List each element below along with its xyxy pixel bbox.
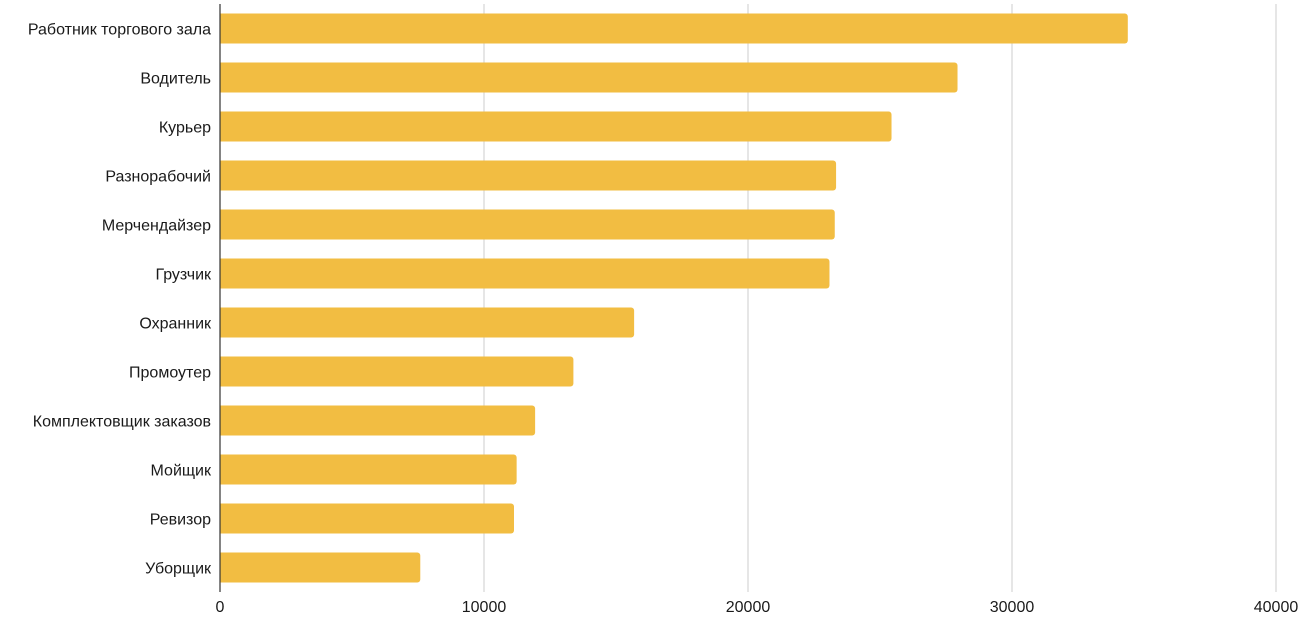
- x-tick-label: 10000: [462, 599, 507, 616]
- bar: [220, 13, 1128, 44]
- category-label: Грузчик: [155, 267, 212, 284]
- x-tick-labels: 0 10000 20000 30000 40000: [216, 599, 1299, 616]
- category-label: Уборщик: [145, 561, 212, 578]
- x-tick-label: 0: [216, 599, 225, 616]
- category-label: Разнорабочий: [105, 169, 211, 186]
- category-label: Комплектовщик заказов: [33, 414, 211, 431]
- bar: [220, 503, 514, 534]
- bar-base: [220, 503, 226, 534]
- bars: [220, 13, 1128, 583]
- bar: [220, 62, 958, 93]
- bar-base: [220, 258, 226, 289]
- x-tick-label: 40000: [1254, 599, 1299, 616]
- bar: [220, 307, 635, 338]
- x-tick-label: 30000: [990, 599, 1035, 616]
- bar: [220, 111, 892, 142]
- bar: [220, 209, 835, 240]
- bar: [220, 258, 830, 289]
- category-label: Мерчендайзер: [102, 218, 211, 235]
- bar-base: [220, 405, 226, 436]
- gridlines: [483, 4, 1277, 592]
- category-label: Промоутер: [129, 365, 211, 382]
- bar-base: [220, 454, 226, 485]
- category-label: Ревизор: [150, 512, 211, 529]
- category-label: Курьер: [159, 120, 211, 137]
- category-label: Охранник: [139, 316, 212, 333]
- category-label: Работник торгового зала: [28, 22, 211, 39]
- bar-base: [220, 307, 226, 338]
- bar: [220, 454, 517, 485]
- bar-base: [220, 552, 226, 583]
- category-label: Мойщик: [151, 463, 212, 480]
- x-tick-label: 20000: [726, 599, 771, 616]
- bar-base: [220, 62, 226, 93]
- bar-base: [220, 160, 226, 191]
- category-label: Водитель: [140, 71, 211, 88]
- bar: [220, 160, 837, 191]
- bar: [220, 552, 421, 583]
- bar: [220, 405, 536, 436]
- bar: [220, 356, 574, 387]
- bar-base: [220, 111, 226, 142]
- category-labels: Работник торгового зала Водитель Курьер Раз…: [28, 22, 212, 578]
- bar-base: [220, 13, 226, 44]
- bar-base: [220, 356, 226, 387]
- bar-base: [220, 209, 226, 240]
